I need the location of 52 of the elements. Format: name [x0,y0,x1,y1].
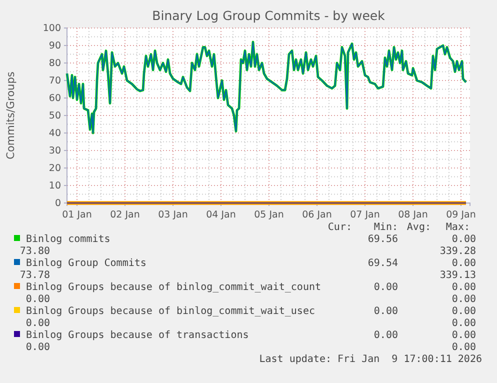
text: 0.00 [26,318,50,329]
text: 69.54 [368,258,398,269]
text: 0.00 [452,294,476,305]
y-tick-label: 30 [48,146,61,157]
y-tick-label: 20 [48,163,61,174]
text: Last update: Fri Jan 9 17:00:11 2026 [259,354,482,365]
y-tick-label: 0 [54,198,61,210]
text: 0.00 [452,318,476,329]
y-tick-label: 10 [48,180,61,192]
x-tick-label: 02 Jan [110,210,140,221]
text: 0.00 [452,306,476,317]
y-axis-title: Commits/Groups [5,72,17,160]
text: 0.00 [374,282,398,293]
text: Avg: [406,222,431,233]
x-tick-label: 07 Jan [350,210,380,221]
legend-label: Binlog Group Commits [26,258,146,269]
y-tick-label: 60 [48,93,61,104]
text: 0.00 [26,342,50,353]
y-tick-label: 90 [48,40,61,52]
chart-title: Binary Log Group Commits - by week [152,8,386,23]
x-tick-label: 01 Jan [62,210,92,221]
text: 0.00 [452,330,476,341]
text: 0.00 [452,282,476,293]
legend-label: Binlog Groups because of transactions [26,330,249,341]
legend-label: Binlog Groups because of binlog_commit_wait_usec [26,306,315,317]
text: 0.00 [26,294,50,305]
text: Max: [446,222,470,233]
text: Min: [374,222,398,233]
text: 69.56 [368,234,398,245]
text: 339.13 [440,270,476,281]
y-tick-label: 100 [42,23,61,34]
x-tick-label: 08 Jan [398,210,428,221]
legend-label: Binlog Groups because of binlog_commit_wait_count [26,282,322,293]
y-tick-label: 50 [48,110,61,122]
x-tick-label: 04 Jan [206,210,236,221]
x-tick-label: 05 Jan [254,210,284,221]
text: Cur: [328,222,352,233]
y-tick-label: 80 [48,58,61,70]
legend-label: Binlog commits [26,234,110,245]
text: 0.00 [452,234,476,245]
text: 0.00 [374,330,398,341]
text: 73.78 [20,270,50,281]
text: 0.00 [374,306,398,317]
x-tick-label: 09 Jan [446,210,476,221]
x-tick-label: 03 Jan [158,210,188,221]
text: 73.80 [20,246,50,257]
text: 0.00 [452,258,476,269]
text: 0.00 [452,342,476,353]
x-tick-label: 06 Jan [302,210,332,221]
y-tick-label: 40 [48,128,61,140]
y-tick-label: 70 [48,76,61,87]
text: 339.28 [440,246,476,257]
